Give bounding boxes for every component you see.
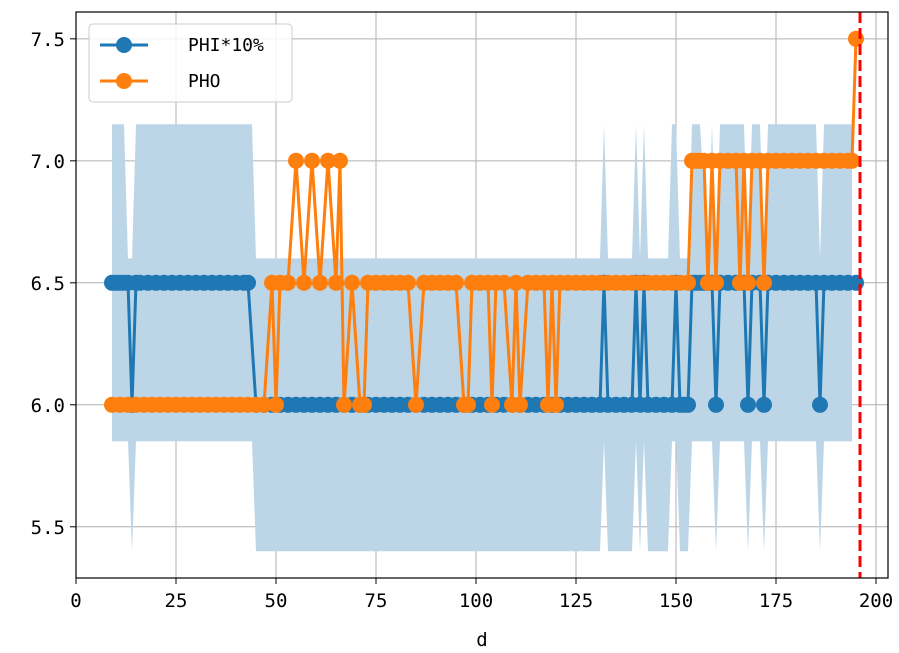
- data-point: [332, 152, 348, 169]
- data-point: [680, 396, 696, 413]
- data-point: [812, 396, 828, 413]
- data-point: [844, 152, 860, 169]
- data-point: [848, 274, 864, 291]
- data-point: [296, 274, 312, 291]
- data-point: [496, 274, 512, 291]
- data-point: [508, 274, 524, 291]
- legend: PHI*10% PHO: [88, 23, 293, 103]
- data-point: [548, 396, 564, 413]
- x-tick-label: 125: [559, 590, 593, 612]
- data-point: [448, 274, 464, 291]
- x-axis-ticks: 0 25 50 75 100 125 150 175 200: [70, 578, 893, 612]
- legend-marker-phi: [116, 37, 132, 53]
- data-point: [512, 396, 528, 413]
- range-band: [112, 124, 852, 552]
- y-tick-label: 6.5: [31, 273, 65, 295]
- data-point: [288, 152, 304, 169]
- y-tick-label: 5.5: [31, 517, 65, 539]
- range-band-area: [112, 124, 852, 552]
- data-point: [256, 396, 272, 413]
- data-point: [408, 396, 424, 413]
- legend-label-phi: PHI*10%: [188, 35, 264, 56]
- data-point: [268, 396, 284, 413]
- data-point: [312, 274, 328, 291]
- series-1: [104, 30, 864, 413]
- data-point: [304, 152, 320, 169]
- data-point: [336, 396, 352, 413]
- data-point: [484, 396, 500, 413]
- data-point: [680, 274, 696, 291]
- x-tick-label: 175: [759, 590, 793, 612]
- data-point: [740, 396, 756, 413]
- data-point: [708, 274, 724, 291]
- x-tick-label: 100: [459, 590, 493, 612]
- data-point: [740, 274, 756, 291]
- x-tick-label: 75: [365, 590, 388, 612]
- y-tick-label: 7.0: [31, 151, 65, 173]
- data-point: [240, 274, 256, 291]
- data-point: [344, 274, 360, 291]
- data-point: [708, 396, 724, 413]
- data-point: [460, 396, 476, 413]
- x-tick-label: 150: [659, 590, 693, 612]
- plot-frame: [75, 11, 889, 579]
- x-axis-label: d: [476, 629, 487, 651]
- data-point: [328, 274, 344, 291]
- x-tick-label: 50: [265, 590, 288, 612]
- legend-marker-pho: [116, 73, 132, 89]
- data-point: [756, 396, 772, 413]
- data-point: [400, 274, 416, 291]
- x-tick-label: 25: [165, 590, 188, 612]
- x-tick-label: 0: [70, 590, 81, 612]
- data-point: [756, 274, 772, 291]
- series-layer: [104, 30, 864, 413]
- x-tick-label: 200: [859, 590, 893, 612]
- data-point: [848, 30, 864, 47]
- legend-label-pho: PHO: [188, 71, 221, 92]
- data-point: [320, 152, 336, 169]
- y-tick-label: 7.5: [31, 29, 65, 51]
- y-tick-label: 6.0: [31, 395, 65, 417]
- data-point: [280, 274, 296, 291]
- data-point: [356, 396, 372, 413]
- y-axis-ticks: 5.5 6.0 6.5 7.0 7.5: [31, 29, 76, 539]
